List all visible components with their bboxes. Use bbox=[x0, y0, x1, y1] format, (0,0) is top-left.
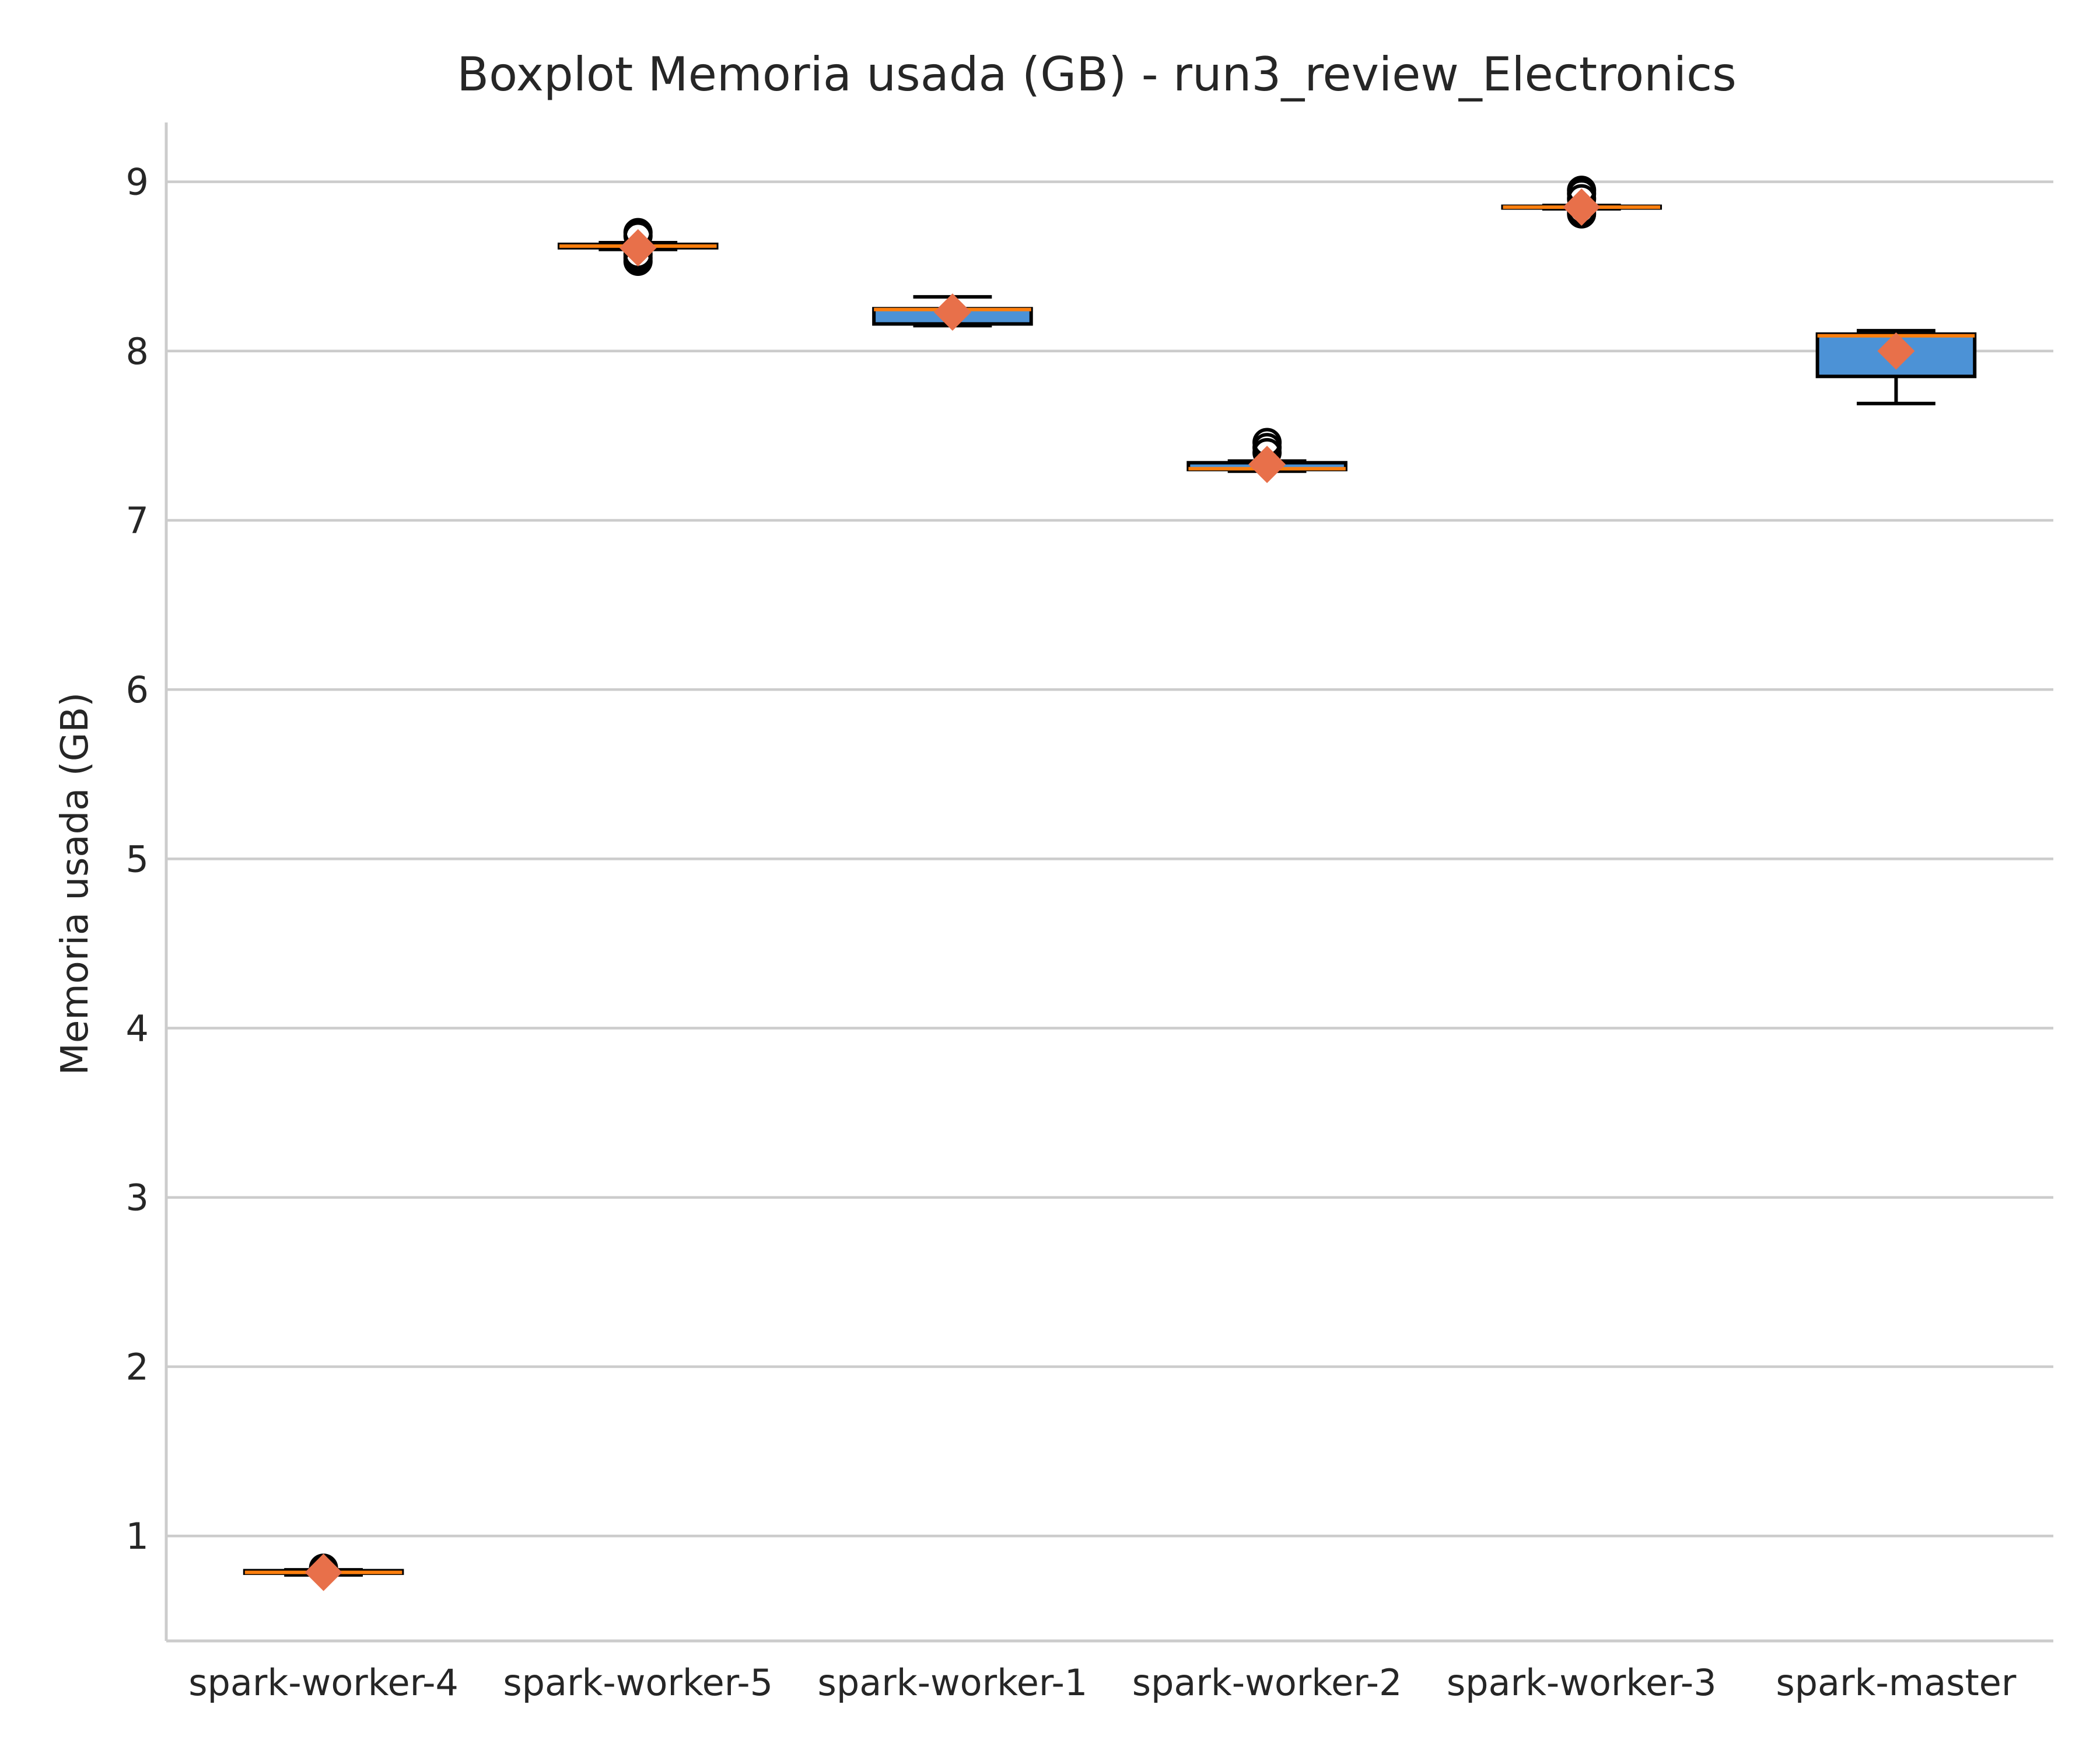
y-tick-9: 9 bbox=[126, 161, 149, 204]
y-tick-3: 3 bbox=[126, 1177, 149, 1219]
y-tick-labels: 1 2 3 4 5 6 7 8 9 bbox=[126, 161, 149, 1558]
x-tick-spark-worker-5: spark-worker-5 bbox=[503, 1661, 773, 1704]
y-axis-label: Memoria usada (GB) bbox=[54, 692, 97, 1076]
y-tick-5: 5 bbox=[126, 838, 149, 880]
x-tick-spark-worker-4: spark-worker-4 bbox=[188, 1661, 459, 1704]
y-tick-2: 2 bbox=[126, 1346, 149, 1388]
y-tick-4: 4 bbox=[126, 1007, 149, 1050]
chart-title: Boxplot Memoria usada (GB) - run3_review… bbox=[457, 47, 1737, 102]
box-spark-worker-3 bbox=[1501, 176, 1662, 229]
y-tick-1: 1 bbox=[126, 1515, 149, 1558]
mean-marker bbox=[619, 229, 657, 267]
boxes bbox=[243, 176, 1977, 1591]
x-tick-spark-worker-2: spark-worker-2 bbox=[1132, 1661, 1402, 1704]
mean-marker bbox=[933, 293, 971, 331]
x-tick-spark-master: spark-master bbox=[1776, 1661, 2017, 1704]
mean-marker bbox=[1563, 188, 1601, 226]
box-spark-worker-4 bbox=[243, 1553, 404, 1591]
box-spark-worker-2 bbox=[1186, 428, 1348, 484]
y-tick-8: 8 bbox=[126, 330, 149, 373]
x-tick-spark-worker-3: spark-worker-3 bbox=[1447, 1661, 1717, 1704]
x-tick-spark-worker-1: spark-worker-1 bbox=[818, 1661, 1088, 1704]
mean-marker bbox=[1877, 332, 1915, 370]
axes-spines bbox=[164, 123, 2053, 1643]
box-spark-worker-5 bbox=[557, 218, 719, 276]
mean-marker bbox=[1248, 446, 1286, 484]
box-spark-worker-1 bbox=[872, 293, 1033, 331]
y-tick-7: 7 bbox=[126, 499, 149, 542]
y-tick-6: 6 bbox=[126, 668, 149, 711]
box-spark-master bbox=[1815, 328, 1977, 405]
grid-lines bbox=[166, 180, 2053, 1538]
x-tick-labels: spark-worker-4 spark-worker-5 spark-worker… bbox=[188, 1661, 2017, 1704]
mean-marker bbox=[304, 1553, 342, 1591]
